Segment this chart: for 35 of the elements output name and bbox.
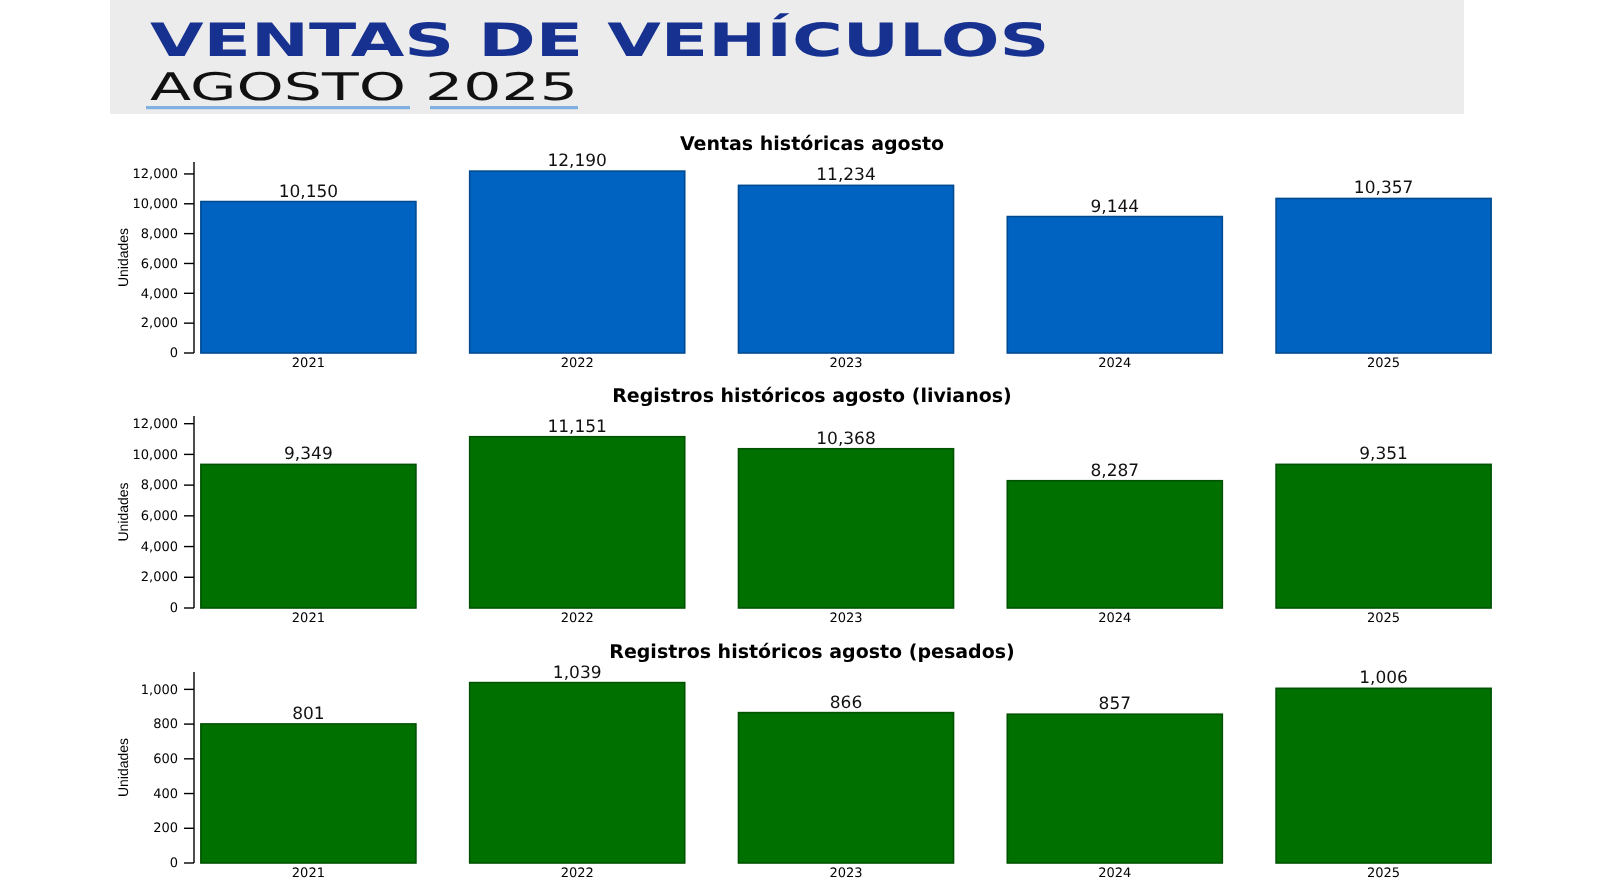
data-label: 857 (1098, 695, 1132, 716)
data-label: 10,357 (1353, 179, 1414, 200)
data-label: 10,368 (816, 429, 876, 450)
bar (1275, 463, 1492, 609)
text: AGOSTO 2025 (150, 65, 578, 110)
data-label: 8,287 (1090, 461, 1140, 482)
bar (200, 200, 417, 354)
bar (737, 447, 955, 609)
chart-title: Registros históricos agosto (pesados) (609, 642, 1015, 664)
bar (468, 681, 686, 864)
text: VENTAS DE VEHÍCULOS (150, 12, 1050, 67)
data-label: 9,349 (284, 445, 333, 466)
data-label: 10,150 (278, 182, 339, 203)
data-label: 1,006 (1359, 669, 1408, 690)
data-label: 1,039 (552, 663, 602, 684)
bar (200, 463, 417, 609)
data-label: 12,190 (547, 152, 607, 173)
data-label: 11,234 (816, 166, 876, 187)
bar (1006, 479, 1224, 609)
bar (1006, 215, 1224, 354)
bar (1275, 197, 1492, 354)
chart-title: Registros históricos agosto (livianos) (612, 386, 1012, 408)
data-label: 866 (829, 693, 863, 714)
bar (1006, 713, 1224, 864)
bar (468, 170, 686, 354)
bar (737, 711, 955, 864)
bar (1275, 687, 1492, 864)
bar (200, 723, 417, 864)
data-label: 11,151 (547, 417, 607, 438)
chart-title: Ventas históricas agosto (679, 134, 946, 156)
bar (737, 184, 955, 354)
data-label: 9,351 (1359, 445, 1408, 466)
bar (468, 435, 686, 609)
data-label: 9,144 (1090, 197, 1140, 218)
data-label: 801 (292, 704, 325, 725)
